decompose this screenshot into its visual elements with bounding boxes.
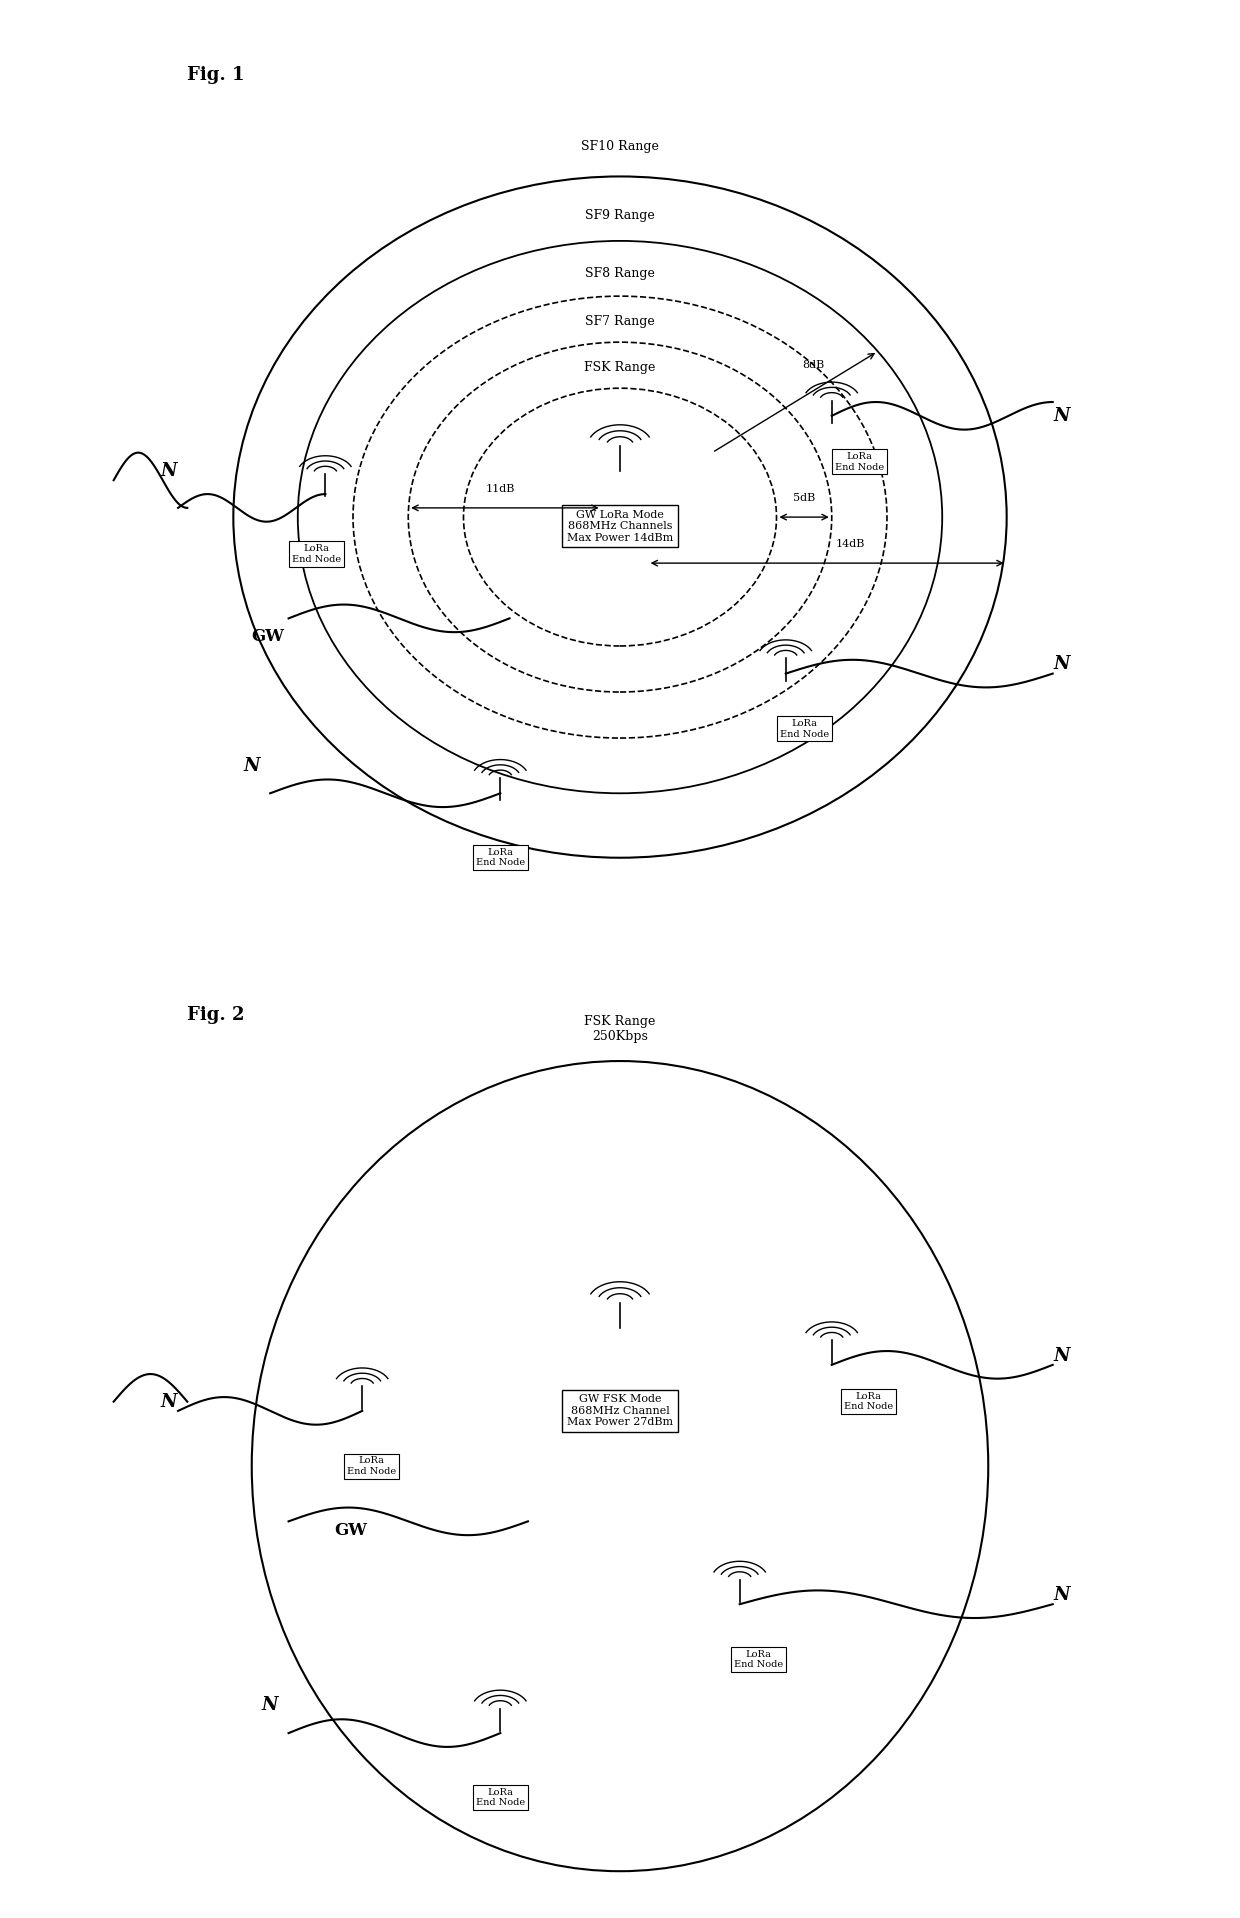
Text: 8dB: 8dB xyxy=(802,361,825,370)
Text: 11dB: 11dB xyxy=(486,483,515,495)
Text: N: N xyxy=(161,1392,177,1410)
Text: GW LoRa Mode
868MHz Channels
Max Power 14dBm: GW LoRa Mode 868MHz Channels Max Power 1… xyxy=(567,510,673,543)
Text: N: N xyxy=(243,758,260,775)
Text: LoRa
End Node: LoRa End Node xyxy=(734,1649,782,1669)
Text: FSK Range
250Kbps: FSK Range 250Kbps xyxy=(584,1015,656,1043)
Text: LoRa
End Node: LoRa End Node xyxy=(835,453,884,472)
Text: SF10 Range: SF10 Range xyxy=(582,140,658,153)
Text: LoRa
End Node: LoRa End Node xyxy=(476,1788,525,1807)
Text: GW: GW xyxy=(335,1523,367,1538)
Text: GW: GW xyxy=(252,629,285,644)
Text: LoRa
End Node: LoRa End Node xyxy=(347,1456,396,1475)
Text: SF8 Range: SF8 Range xyxy=(585,267,655,280)
Text: GW FSK Mode
868MHz Channel
Max Power 27dBm: GW FSK Mode 868MHz Channel Max Power 27d… xyxy=(567,1394,673,1427)
Text: N: N xyxy=(1054,656,1070,673)
Text: N: N xyxy=(161,462,177,480)
Text: N: N xyxy=(262,1697,279,1715)
Text: FSK Range: FSK Range xyxy=(584,361,656,374)
Text: SF9 Range: SF9 Range xyxy=(585,209,655,222)
Text: 5dB: 5dB xyxy=(794,493,815,503)
Text: N: N xyxy=(1054,1586,1070,1603)
Text: N: N xyxy=(1054,407,1070,424)
Text: 14dB: 14dB xyxy=(836,539,864,549)
Text: LoRa
End Node: LoRa End Node xyxy=(291,545,341,564)
Text: N: N xyxy=(1054,1346,1070,1364)
Text: SF7 Range: SF7 Range xyxy=(585,315,655,328)
Text: LoRa
End Node: LoRa End Node xyxy=(476,848,525,867)
Text: Fig. 1: Fig. 1 xyxy=(187,65,244,84)
Text: Fig. 2: Fig. 2 xyxy=(187,1005,244,1024)
Text: LoRa
End Node: LoRa End Node xyxy=(780,719,828,738)
Text: LoRa
End Node: LoRa End Node xyxy=(844,1392,893,1412)
